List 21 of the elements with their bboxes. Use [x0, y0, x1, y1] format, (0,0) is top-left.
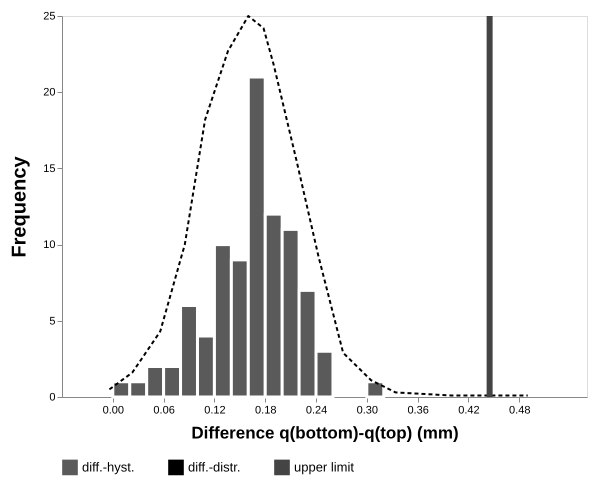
- y-tick-label: 20: [43, 86, 56, 99]
- x-tick-label: 0.12: [204, 404, 226, 416]
- y-tick-label: 5: [49, 315, 56, 328]
- x-tick-label: 0.48: [509, 404, 530, 416]
- y-tick-label: 15: [43, 162, 56, 175]
- legend-label: diff.-distr.: [188, 459, 241, 474]
- x-tick-label: 0.00: [102, 404, 124, 416]
- y-tick-label: 0: [49, 392, 56, 404]
- y-tick-label: 10: [43, 239, 56, 252]
- x-tick-label: 0.42: [458, 404, 480, 416]
- x-axis-title: Difference q(bottom)-q(top) (mm): [191, 424, 459, 442]
- x-tick-label: 0.18: [255, 404, 276, 416]
- legend-label: diff.-hyst.: [82, 459, 135, 474]
- y-tick-label: 25: [43, 10, 56, 22]
- line-series: [108, 15, 529, 396]
- x-tick-label: 0.06: [153, 404, 175, 416]
- x-tick-label: 0.36: [407, 404, 429, 416]
- x-tick-label: 0.24: [306, 404, 328, 416]
- legend-label: upper limit: [294, 459, 354, 474]
- y-axis-title: Frequency: [8, 156, 30, 258]
- x-tick-label: 0.30: [356, 404, 378, 416]
